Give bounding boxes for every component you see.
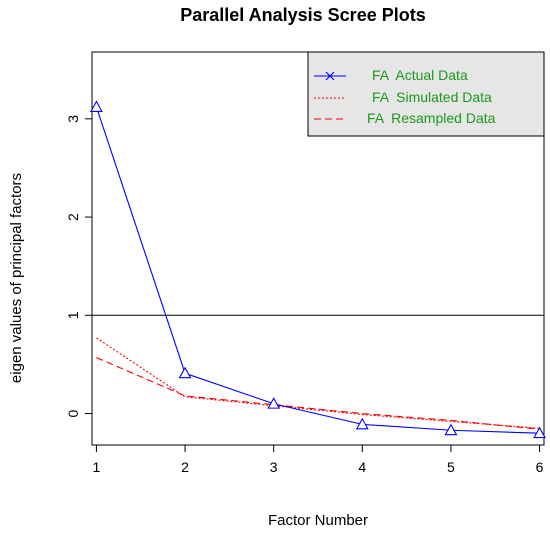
y-tick-label: 1: [65, 311, 81, 319]
data-point-triangle: [267, 397, 281, 409]
series-line-fa-actual-data: [95, 106, 540, 434]
data-point-triangle: [355, 417, 369, 430]
x-tick-label: 6: [536, 459, 544, 475]
data-point-triangle: [533, 426, 547, 439]
y-tick-label: 0: [65, 409, 81, 417]
y-axis: 0 1 2 3: [65, 115, 93, 417]
y-tick-label: 3: [65, 115, 81, 123]
legend-box: [307, 51, 545, 137]
x-tick-label: 5: [447, 459, 455, 475]
legend-label-resampled: FA Resampled Data: [367, 110, 496, 126]
y-tick-label: 2: [65, 213, 81, 221]
chart-title: Parallel Analysis Scree Plots: [180, 5, 425, 25]
x-tick-label: 2: [181, 459, 189, 475]
x-tick-label: 3: [270, 459, 278, 475]
legend-label-simulated: FA Simulated Data: [372, 89, 492, 105]
series-line-fa-resampled-data: [96, 357, 540, 430]
legend-label-actual: FA Actual Data: [372, 67, 468, 83]
data-point-triangle: [178, 366, 192, 379]
x-tick-label: 4: [358, 459, 366, 475]
series-line-fa-simulated-data: [96, 337, 540, 429]
data-point-triangle: [89, 100, 103, 112]
data-point-triangle: [444, 423, 458, 436]
x-tick-label: 1: [93, 459, 101, 475]
x-axis: 1 2 3 4 5 6: [93, 444, 544, 475]
y-axis-label: eigen values of principal factors: [8, 173, 25, 383]
x-axis-label: Factor Number: [268, 512, 368, 529]
legend: FA Actual Data FA Simulated Data FA Resa…: [307, 51, 545, 137]
series-layer: [89, 100, 547, 439]
legend-key-cross-marker: [325, 71, 335, 81]
legend-keys: [314, 71, 346, 120]
